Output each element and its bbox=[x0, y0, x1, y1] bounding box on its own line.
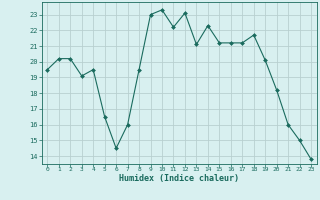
X-axis label: Humidex (Indice chaleur): Humidex (Indice chaleur) bbox=[119, 174, 239, 183]
